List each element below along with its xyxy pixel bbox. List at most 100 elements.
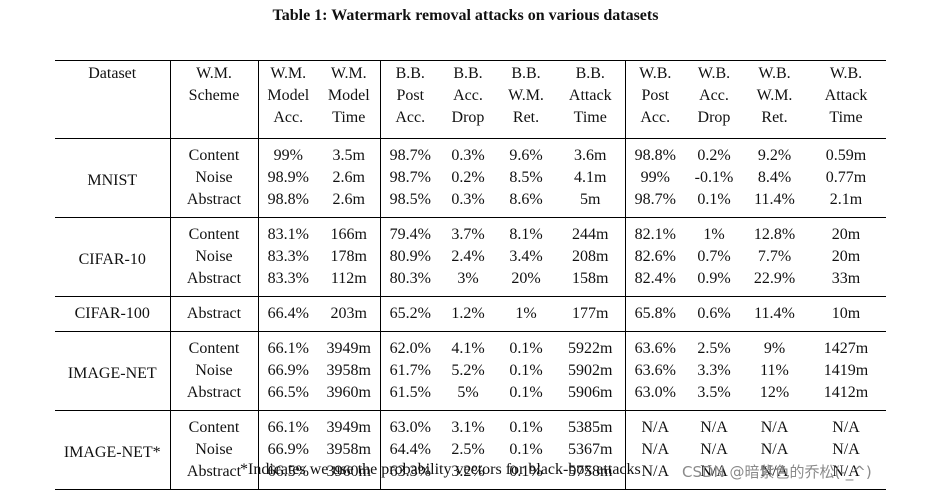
- value-cell: 63.0%: [634, 384, 676, 401]
- value-cell: 5m: [556, 189, 626, 218]
- table-row: Abstract 98.8% 2.6m 98.5% 0.3% 8.6% 5m 98.7% 0.1…: [55, 189, 886, 218]
- value-cell: 83.3%: [267, 248, 309, 265]
- value-cell: N/A: [700, 441, 728, 458]
- value-cell: N/A: [760, 441, 789, 458]
- column-header-line: Ret.: [761, 109, 788, 126]
- value-cell: 203m: [318, 296, 381, 332]
- value-cell: 9.6%: [509, 147, 543, 164]
- value-cell: 20%: [511, 270, 541, 287]
- value-cell: 0.6%: [697, 305, 731, 322]
- value-cell: 0.2%: [697, 147, 731, 164]
- value-cell: 99%: [273, 147, 303, 164]
- value-cell: 33m: [831, 270, 861, 287]
- column-header-line: Model: [327, 87, 370, 104]
- table-caption: Table 1: Watermark removal attacks on va…: [272, 7, 659, 24]
- value-cell: 0.1%: [697, 191, 731, 208]
- value-cell: 3.3%: [697, 362, 731, 379]
- value-cell: 0.3%: [451, 147, 485, 164]
- column-header-line: B.B.: [395, 65, 425, 82]
- value-cell: 3.5%: [697, 384, 731, 401]
- value-cell: 112m: [318, 268, 381, 297]
- column-header-line: Attack: [824, 87, 868, 104]
- column-header: W.B. W.M. Ret.: [743, 61, 806, 139]
- column-header-line: W.M.: [756, 87, 793, 104]
- scheme-cell: Noise: [170, 246, 259, 268]
- value-cell: 0.77m: [825, 169, 867, 186]
- dataset-name-cell: CIFAR-100: [55, 296, 171, 332]
- results-table: Dataset W.M. Scheme W.M. Model Acc. W.M. Model T…: [55, 60, 886, 490]
- value-cell: 80.3%: [389, 270, 431, 287]
- dataset-name-cell: MNIST: [55, 138, 171, 218]
- value-cell: 8.4%: [757, 169, 792, 186]
- value-cell: 3.5m: [318, 138, 381, 167]
- table-row: Noise 66.9% 3958m 64.4% 2.5% 0.1% 5367m N/A N/A N…: [55, 439, 886, 461]
- table-row: IMAGE-NET* Content 66.1% 3949m 63.0% 3.1% 0.1%…: [55, 410, 886, 490]
- value-cell: N/A: [760, 419, 789, 436]
- table-footnote: *Indicates we use the probability vector…: [240, 461, 641, 478]
- scheme-cell: Noise: [170, 360, 259, 382]
- column-header: W.M. Model Acc.: [258, 61, 318, 139]
- value-cell: 66.5%: [267, 384, 309, 401]
- value-cell: 3.4%: [509, 248, 543, 265]
- value-cell: 0.1%: [509, 463, 543, 480]
- dataset-name-cell: CIFAR-10: [55, 217, 171, 297]
- column-header: W.M. Scheme: [170, 60, 259, 139]
- table-row: Abstract 66.5% 3960m 63.3% 3.2% 0.1% 5758m N/A N…: [55, 461, 886, 490]
- value-cell: 63.6%: [634, 340, 676, 357]
- value-cell: 83.3%: [267, 270, 309, 287]
- scheme-cell: Content: [170, 138, 259, 167]
- table-row: MNIST Content 99% 3.5m 98.7% 0.3% 9.6% 3.6m 98.8…: [55, 138, 886, 218]
- value-cell: 20m: [831, 226, 861, 243]
- value-cell: 8.1%: [509, 226, 543, 243]
- value-cell: 66.9%: [267, 441, 309, 458]
- value-cell: 98.5%: [389, 191, 431, 208]
- value-cell: 3958m: [318, 360, 381, 382]
- value-cell: 4.1m: [556, 167, 626, 189]
- value-cell: 98.8%: [634, 147, 676, 164]
- column-header: W.B. Attack Time: [806, 61, 886, 139]
- column-header-line: W.B.: [639, 65, 672, 82]
- value-cell: 1412m: [823, 384, 869, 401]
- column-header-line: W.B.: [697, 65, 731, 82]
- table-row: Abstract 83.3% 112m 80.3% 3% 20% 158m 82.4% 0.9%…: [55, 268, 886, 297]
- value-cell: 3%: [457, 270, 479, 287]
- value-cell: -0.1%: [694, 169, 734, 186]
- value-cell: 4.1%: [451, 340, 485, 357]
- scheme-cell: Noise: [170, 439, 259, 461]
- value-cell: 66.5%: [267, 463, 309, 480]
- value-cell: 8.6%: [509, 191, 543, 208]
- value-cell: 1419m: [823, 362, 869, 379]
- table-row: Abstract 66.5% 3960m 61.5% 5% 0.1% 5906m 63.0% 3…: [55, 382, 886, 411]
- value-cell: 1427m: [823, 340, 869, 357]
- dataset-group: IMAGE-NET* Content 66.1% 3949m 63.0% 3.1% 0.1%…: [55, 410, 886, 490]
- csdn-watermark: CSDN @暗紫色的乔松(-_^): [682, 463, 872, 481]
- column-header: W.M. Model Time: [318, 60, 381, 139]
- column-header-line: B.B.: [575, 65, 605, 82]
- value-cell: 64.4%: [389, 441, 431, 458]
- table-row: Noise 98.9% 2.6m 98.7% 0.2% 8.5% 4.1m 99% -0.1% 8…: [55, 167, 886, 189]
- column-header-line: Time: [573, 109, 607, 126]
- column-header: W.B. Post Acc.: [625, 61, 685, 139]
- value-cell: 79.4%: [389, 226, 431, 243]
- value-cell: 244m: [556, 217, 626, 246]
- value-cell: N/A: [700, 419, 728, 436]
- value-cell: 3958m: [318, 439, 381, 461]
- column-header-line: Acc.: [453, 87, 483, 104]
- value-cell: 66.1%: [267, 419, 309, 436]
- value-cell: 177m: [556, 296, 626, 332]
- column-header-line: B.B.: [511, 65, 541, 82]
- value-cell: 2.4%: [451, 248, 485, 265]
- column-header: W.B. Acc. Drop: [685, 61, 743, 139]
- dataset-group: IMAGE-NET Content 66.1% 3949m 62.0% 4.1% 0.1% 5…: [55, 331, 886, 411]
- value-cell: 3949m: [318, 331, 381, 360]
- column-header-line: Drop: [451, 109, 485, 126]
- value-cell: 80.9%: [389, 248, 431, 265]
- value-cell: 0.1%: [509, 419, 543, 436]
- value-cell: 63.6%: [634, 362, 676, 379]
- column-header: Dataset: [55, 60, 171, 139]
- value-cell: 66.9%: [267, 362, 309, 379]
- value-cell: 63.3%: [389, 463, 431, 480]
- scheme-cell: Abstract: [170, 189, 259, 218]
- value-cell: 3.1%: [451, 419, 485, 436]
- value-cell: 0.1%: [509, 362, 543, 379]
